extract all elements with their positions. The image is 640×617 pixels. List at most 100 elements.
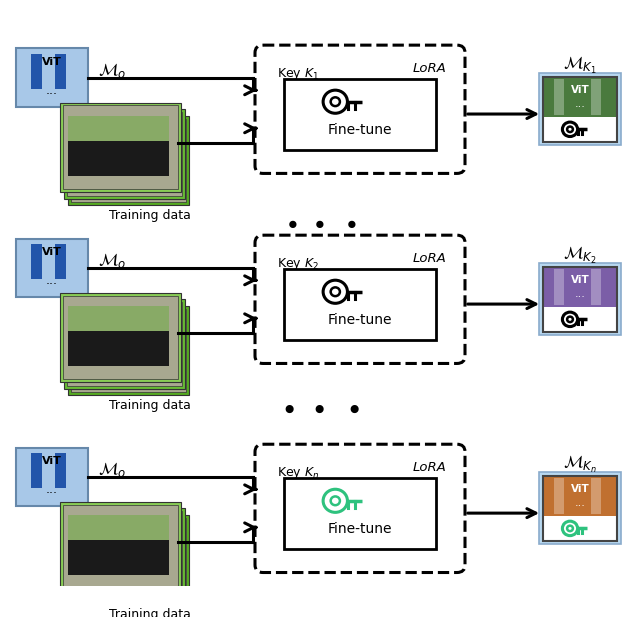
Text: ViT: ViT — [42, 57, 62, 67]
Bar — [60, 102, 180, 192]
Text: Fine-tune: Fine-tune — [328, 313, 392, 327]
Text: ...: ... — [46, 275, 58, 288]
Bar — [16, 49, 88, 107]
Text: Training data: Training data — [109, 608, 191, 617]
Bar — [70, 309, 186, 392]
Bar — [591, 269, 602, 305]
Bar — [72, 521, 173, 546]
FancyBboxPatch shape — [255, 45, 465, 173]
Bar — [67, 116, 189, 205]
Bar — [284, 478, 436, 549]
Text: Key $K_1$: Key $K_1$ — [277, 66, 319, 82]
Text: ViT: ViT — [42, 247, 62, 257]
Bar — [543, 267, 617, 307]
Bar — [68, 115, 170, 176]
FancyBboxPatch shape — [255, 444, 465, 573]
Bar — [16, 239, 88, 297]
Bar — [67, 306, 189, 395]
Bar — [76, 319, 177, 379]
Bar — [31, 244, 42, 278]
Bar — [68, 305, 170, 366]
Text: Training data: Training data — [109, 209, 191, 222]
Bar — [63, 106, 177, 189]
Text: Key $K_2$: Key $K_2$ — [277, 256, 319, 272]
Text: Training data: Training data — [109, 399, 191, 412]
Bar — [72, 312, 173, 337]
Text: $\mathcal{M}_o$: $\mathcal{M}_o$ — [98, 251, 126, 270]
Bar — [55, 244, 66, 278]
Bar — [543, 476, 617, 540]
Text: ViT: ViT — [42, 456, 62, 466]
Text: $\mathcal{M}_{K_n}$: $\mathcal{M}_{K_n}$ — [563, 454, 597, 475]
Bar — [543, 476, 617, 516]
Bar — [543, 307, 617, 331]
Bar — [68, 115, 170, 141]
Text: ViT: ViT — [571, 85, 589, 95]
Text: ViT: ViT — [571, 484, 589, 494]
Bar — [63, 299, 184, 389]
Bar — [70, 518, 186, 602]
Bar — [72, 122, 173, 147]
Bar — [31, 54, 42, 88]
Bar — [63, 508, 184, 598]
Bar — [591, 478, 602, 514]
Text: ViT: ViT — [571, 275, 589, 285]
Text: $\mathcal{M}_{K_1}$: $\mathcal{M}_{K_1}$ — [563, 55, 597, 76]
Bar — [284, 269, 436, 340]
Bar — [63, 296, 177, 379]
Bar — [72, 521, 173, 581]
Text: Fine-tune: Fine-tune — [328, 522, 392, 536]
Text: LoRA: LoRA — [413, 252, 447, 265]
Bar — [543, 267, 617, 331]
Bar — [543, 117, 617, 141]
Bar — [70, 119, 186, 202]
FancyBboxPatch shape — [255, 235, 465, 363]
Bar — [63, 109, 184, 199]
Bar — [543, 516, 617, 540]
Bar — [543, 77, 617, 141]
Bar — [554, 79, 564, 115]
Bar — [76, 528, 177, 588]
Text: $\bullet\;\bullet\;\bullet$: $\bullet\;\bullet\;\bullet$ — [284, 211, 356, 235]
Bar — [67, 511, 182, 595]
Text: LoRA: LoRA — [413, 462, 447, 474]
Bar — [76, 129, 177, 154]
Bar — [72, 122, 173, 183]
Bar — [76, 528, 177, 553]
Bar — [539, 73, 621, 146]
Bar — [76, 319, 177, 344]
Bar — [68, 305, 170, 331]
Bar — [55, 54, 66, 88]
Text: $\bullet\;\bullet\;\bullet$: $\bullet\;\bullet\;\bullet$ — [280, 395, 360, 423]
Text: Fine-tune: Fine-tune — [328, 123, 392, 137]
Bar — [60, 292, 180, 382]
Text: ...: ... — [46, 484, 58, 497]
Bar — [60, 502, 180, 591]
Text: $\mathcal{M}_{K_2}$: $\mathcal{M}_{K_2}$ — [563, 245, 596, 266]
Bar — [55, 453, 66, 487]
Text: ...: ... — [575, 499, 586, 508]
Bar — [543, 77, 617, 117]
Bar — [68, 515, 170, 540]
Bar — [31, 453, 42, 487]
Bar — [554, 269, 564, 305]
Bar — [67, 515, 189, 604]
Bar — [68, 515, 170, 575]
Bar — [72, 312, 173, 373]
Bar — [284, 79, 436, 150]
Text: Key $K_n$: Key $K_n$ — [277, 465, 319, 481]
Text: LoRA: LoRA — [413, 62, 447, 75]
Bar — [539, 472, 621, 544]
Bar — [554, 478, 564, 514]
Text: ...: ... — [575, 99, 586, 109]
Bar — [539, 263, 621, 336]
Bar — [16, 447, 88, 507]
Bar — [67, 112, 182, 196]
Bar — [67, 302, 182, 386]
Bar — [591, 79, 602, 115]
Text: ...: ... — [46, 85, 58, 97]
Text: ...: ... — [575, 289, 586, 299]
Text: $\mathcal{M}_o$: $\mathcal{M}_o$ — [98, 61, 126, 80]
Text: $\mathcal{M}_o$: $\mathcal{M}_o$ — [98, 460, 126, 479]
Bar — [76, 129, 177, 189]
